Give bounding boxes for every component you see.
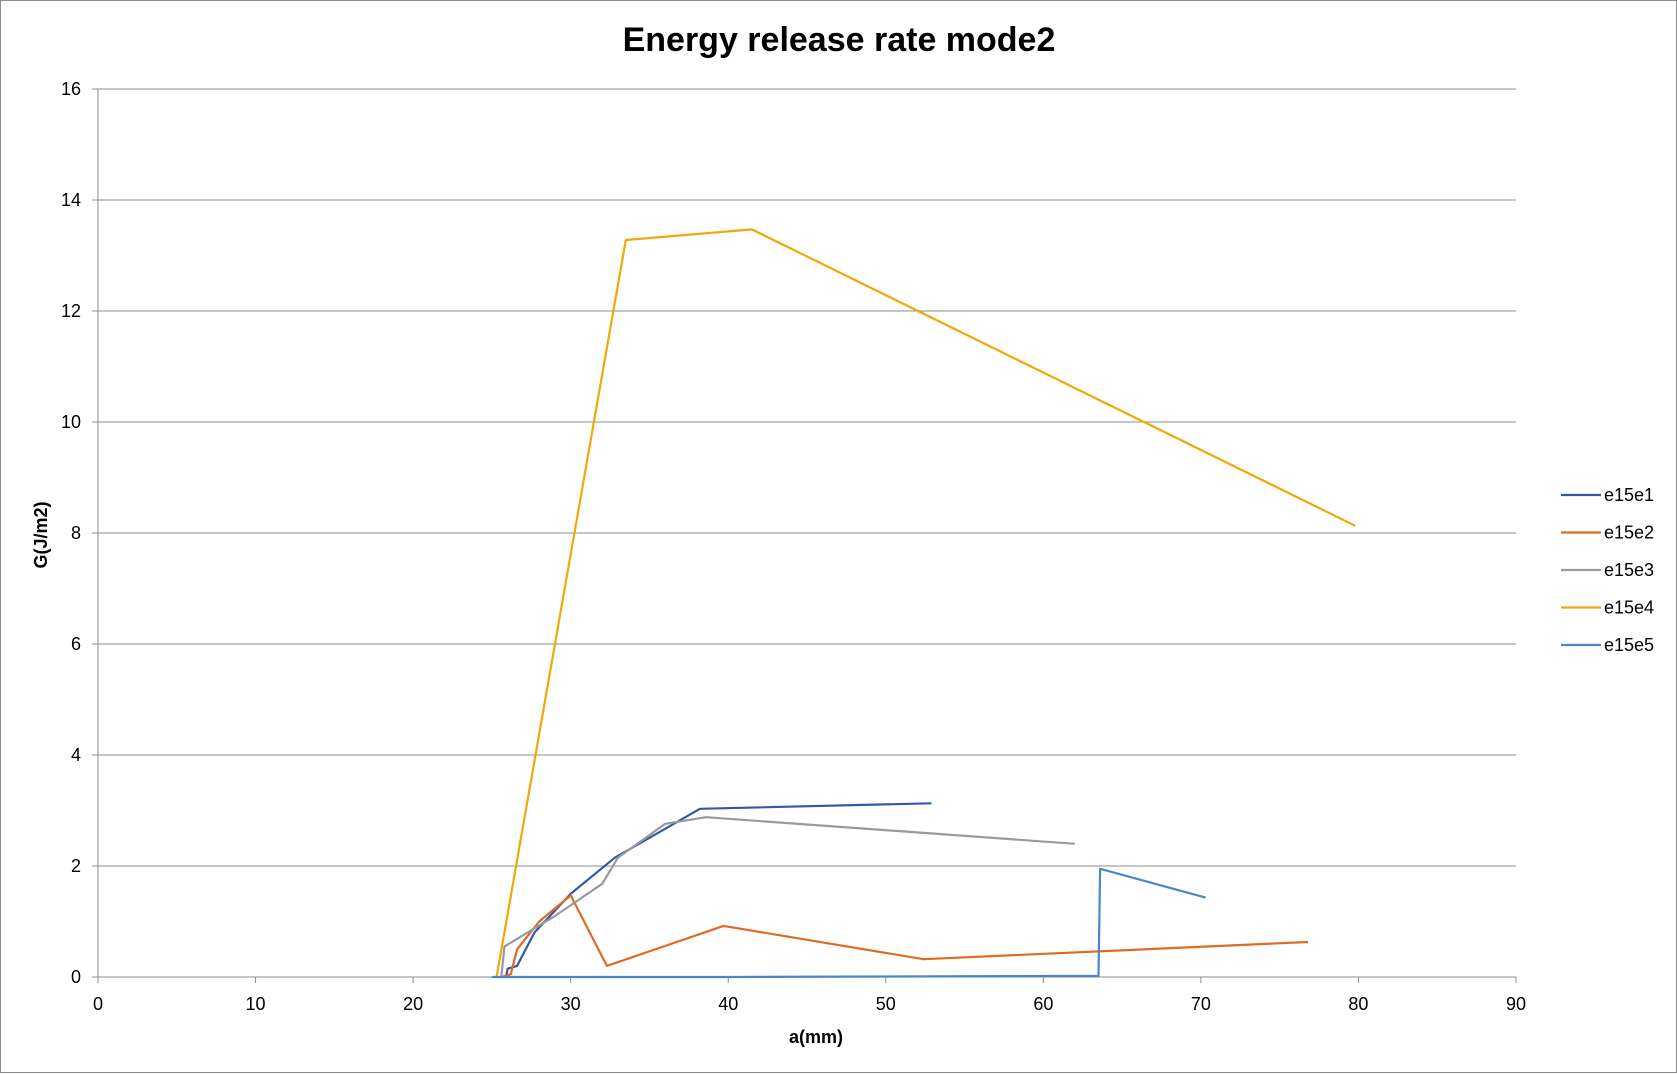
axes: 0 2 4 6 8 10 12 14 16 0 10 20 30 40 50 60 70 80 90: [61, 79, 1526, 1014]
legend: e15e1 e15e2 e15e3 e15e4 e15e5: [1561, 485, 1654, 655]
legend-label-e15e1: e15e1: [1604, 485, 1654, 505]
x-tick-label: 60: [1033, 994, 1053, 1014]
x-tick-label: 80: [1348, 994, 1368, 1014]
legend-label-e15e2: e15e2: [1604, 523, 1654, 543]
chart-title: Energy release rate mode2: [623, 21, 1056, 59]
series-line-e15e4: [495, 228, 1356, 978]
x-tick-label: 50: [876, 994, 896, 1014]
y-tick-label: 8: [71, 523, 81, 543]
series-line-e15e1: [505, 802, 932, 978]
y-tick-label: 0: [71, 967, 81, 987]
y-tick-label: 12: [61, 301, 81, 321]
x-tick-label: 90: [1506, 994, 1526, 1014]
y-tick-label: 4: [71, 745, 81, 765]
series-line-e15e5: [491, 867, 1206, 979]
x-tick-label: 70: [1191, 994, 1211, 1014]
series-line-e15e3: [500, 816, 1075, 978]
y-tick-label: 14: [61, 190, 81, 210]
gridlines: [98, 88, 1516, 867]
series-line-e15e2: [500, 894, 1309, 979]
y-tick-label: 2: [71, 856, 81, 876]
x-tick-label: 40: [718, 994, 738, 1014]
series-layer: [491, 228, 1356, 979]
y-tick-label: 6: [71, 634, 81, 654]
legend-label-e15e3: e15e3: [1604, 560, 1654, 580]
legend-label-e15e4: e15e4: [1604, 598, 1654, 618]
x-tick-label: 10: [246, 994, 266, 1014]
y-tick-label: 16: [61, 79, 81, 99]
x-tick-label: 30: [561, 994, 581, 1014]
x-axis-title: a(mm): [789, 1027, 843, 1047]
legend-label-e15e5: e15e5: [1604, 635, 1654, 655]
x-tick-label: 20: [403, 994, 423, 1014]
x-tick-label: 0: [93, 994, 103, 1014]
y-tick-label: 10: [61, 412, 81, 432]
y-axis-title: G(J/m2): [31, 501, 51, 568]
